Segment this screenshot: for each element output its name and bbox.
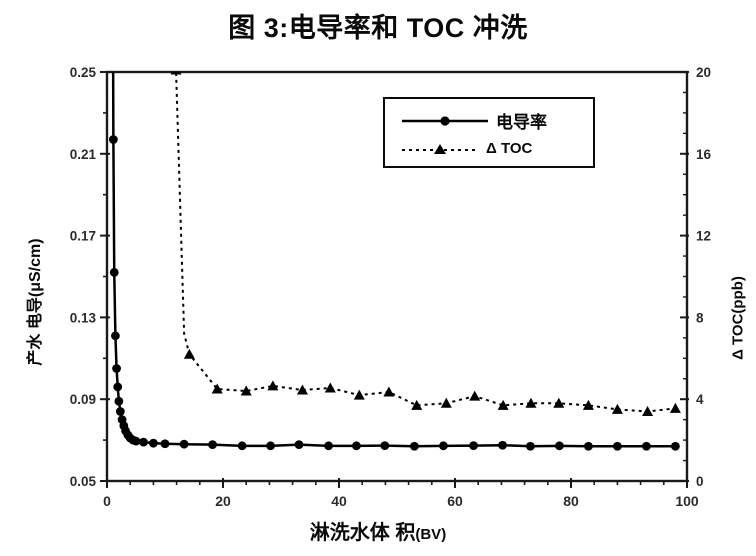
x-axis-label: 淋洗水体 积(BV)	[0, 516, 756, 545]
svg-text:0.25: 0.25	[70, 65, 97, 80]
legend-entry-conductivity: 电导率	[401, 108, 593, 133]
svg-text:0.17: 0.17	[70, 229, 96, 244]
svg-text:0.13: 0.13	[70, 310, 97, 325]
svg-text:0.09: 0.09	[70, 392, 96, 407]
svg-text:0: 0	[103, 493, 111, 509]
svg-text:4: 4	[696, 392, 704, 407]
svg-text:100: 100	[675, 493, 699, 509]
svg-text:0.05: 0.05	[70, 474, 97, 489]
svg-text:16: 16	[696, 147, 712, 162]
x-axis-label-main: 淋洗水体 积	[309, 522, 416, 544]
svg-text:60: 60	[447, 493, 463, 509]
y-axis-right-label: Δ TOC(ppb)	[729, 276, 747, 360]
svg-text:20: 20	[696, 65, 711, 80]
svg-text:0.21: 0.21	[70, 147, 97, 162]
legend-entry-toc: Δ TOC	[401, 140, 593, 157]
svg-text:80: 80	[563, 493, 579, 509]
conductivity-line-sample-icon	[402, 115, 488, 126]
svg-text:12: 12	[696, 229, 711, 244]
legend-entry-label: Δ TOC	[486, 140, 533, 157]
svg-text:40: 40	[331, 493, 347, 509]
legend-box: 电导率 Δ TOC	[383, 97, 595, 168]
svg-text:0: 0	[696, 474, 704, 489]
svg-text:20: 20	[215, 493, 231, 509]
toc-line-sample-icon	[402, 143, 478, 154]
y-axis-left-label: 产水 电导(μS/cm)	[27, 238, 44, 366]
svg-text:8: 8	[696, 310, 704, 325]
chart-title: 图 3:电导率和 TOC 冲洗	[228, 13, 528, 43]
legend-entry-label: 电导率	[496, 113, 547, 132]
x-axis-label-unit: (BV)	[415, 526, 447, 543]
